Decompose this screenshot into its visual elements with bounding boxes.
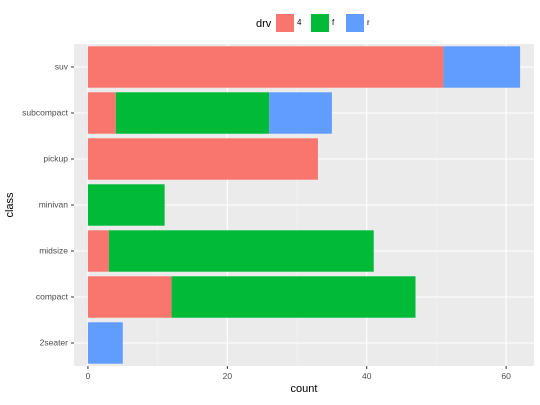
bar-subcompact-r [269, 92, 332, 134]
bar-suv-r [443, 46, 521, 88]
legend: drv 4 f r [256, 14, 370, 32]
y-axis-label: class [4, 192, 16, 218]
bars [87, 46, 521, 364]
y-tick-label: subcompact [22, 107, 68, 117]
legend-label-4: 4 [297, 18, 302, 27]
legend-label-r: r [367, 18, 370, 27]
x-tick-label: 20 [223, 371, 233, 381]
bar-midsize-f [108, 230, 374, 272]
y-tick-label: 2seater [40, 337, 69, 347]
bar-2seater-r [87, 322, 123, 364]
x-tick-label: 0 [86, 371, 91, 381]
bar-midsize-4 [87, 230, 109, 272]
y-axis: 2seater compact midsize minivan pickup subcom… [22, 61, 74, 347]
y-tick-label: pickup [43, 153, 68, 163]
y-tick-label: suv [55, 61, 69, 71]
x-axis-label: count [291, 383, 318, 395]
y-tick-label: minivan [39, 199, 69, 209]
x-tick-label: 40 [362, 371, 372, 381]
bar-compact-f [171, 276, 416, 318]
legend-key-4 [276, 14, 294, 32]
x-tick-label: 60 [501, 371, 511, 381]
bar-suv-4 [87, 46, 444, 88]
bar-minivan-f [87, 184, 165, 226]
bar-subcompact-4 [87, 92, 116, 134]
y-tick-label: midsize [39, 245, 68, 255]
legend-label-f: f [332, 18, 335, 27]
legend-key-r [346, 14, 364, 32]
bar-pickup-4 [87, 138, 318, 180]
legend-title: drv [256, 18, 272, 30]
y-tick-label: compact [36, 291, 69, 301]
bar-compact-4 [87, 276, 172, 318]
bar-subcompact-f [115, 92, 270, 134]
x-axis: 0 20 40 60 [86, 366, 511, 381]
legend-key-f [311, 14, 329, 32]
